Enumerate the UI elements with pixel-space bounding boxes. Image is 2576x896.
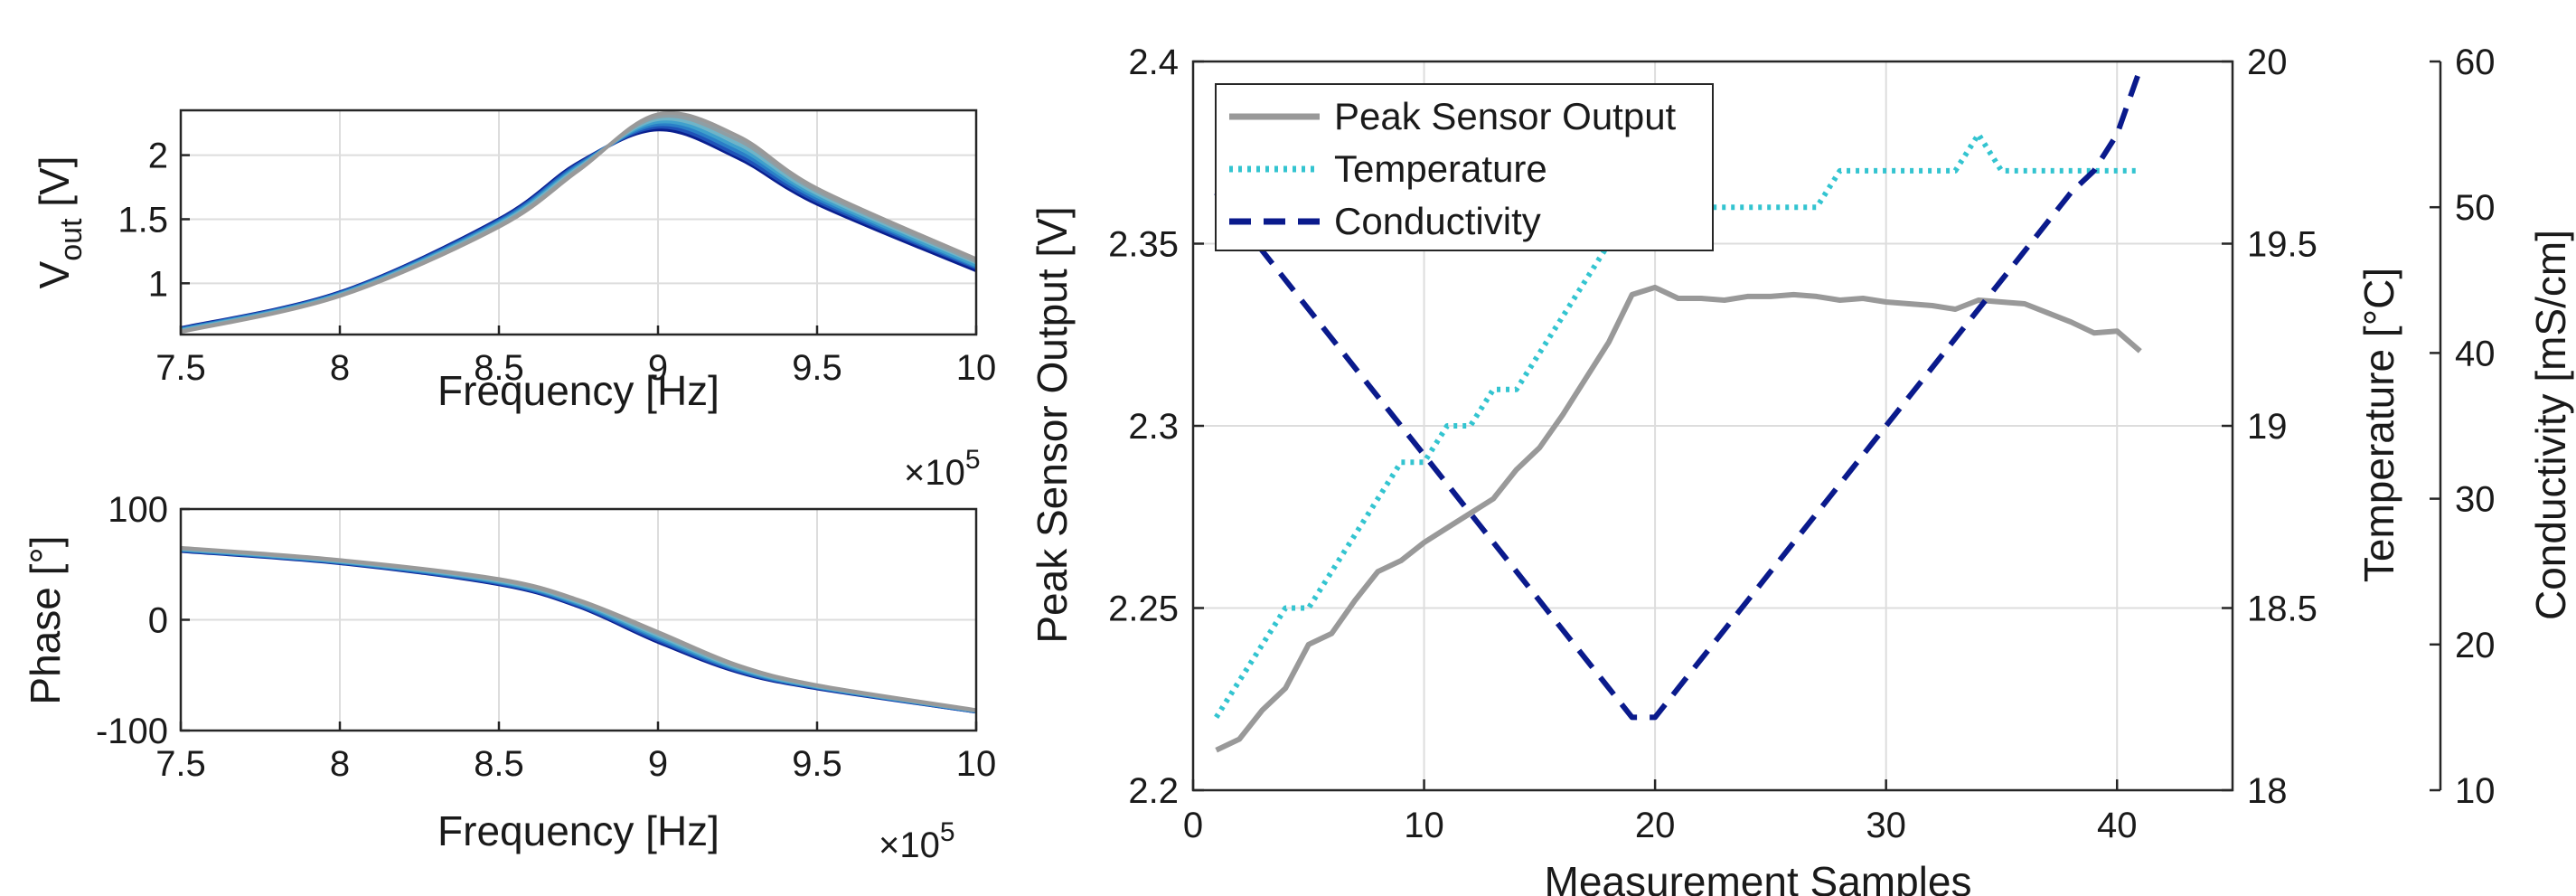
vout-x-tick-label: 10: [956, 348, 997, 388]
vout-x-axis-label: Frequency [Hz]: [437, 367, 719, 414]
legend-label-temperature: Temperature: [1334, 147, 1547, 190]
samples-panel: 0 10 20 30 40 2.2 2.25 2.3 2.35 2.4 18 18.5 19 19.5 20…: [1029, 42, 2574, 896]
phase-grid: [180, 508, 977, 731]
vout-x-tick-label: 7.5: [155, 348, 206, 388]
conductivity-tick-label: 60: [2455, 42, 2496, 82]
conductivity-axis-label: Conductivity [mS/cm]: [2527, 230, 2574, 620]
phase-y-tick-label: -100: [96, 712, 168, 751]
vout-x-exponent: ×105: [904, 445, 981, 493]
phase-series-line-5: [180, 547, 977, 712]
series-line-peak-sensor-output: [1215, 284, 2142, 753]
temperature-tick-label: 19: [2247, 407, 2288, 447]
phase-x-tick-label: 8.5: [474, 744, 524, 784]
phase-x-tick-label: 10: [956, 744, 997, 784]
vout-lines: [180, 111, 977, 335]
phase-lines: [180, 545, 977, 714]
samples-x-tick-label: 30: [1866, 806, 1906, 845]
peak-output-axis-label: Peak Sensor Output [V]: [1029, 206, 1076, 643]
temperature-tick-label: 19.5: [2247, 225, 2317, 265]
vout-series-line-6: [180, 114, 977, 334]
series-line-conductivity: [1214, 68, 2143, 721]
phase-series-line-1: [180, 549, 977, 714]
legend: Peak Sensor Output Temperature Conductiv…: [1215, 83, 1714, 251]
phase-series-line-6: [180, 546, 977, 712]
phase-ticks: 7.5 8 8.5 9 9.5 10 -100 0 100: [96, 490, 996, 784]
vout-series-line-2: [180, 125, 977, 331]
phase-series-line-3: [180, 548, 977, 713]
temperature-tick-label: 20: [2247, 42, 2288, 82]
phase-y-tick-label: 0: [148, 601, 168, 641]
phase-x-axis-label: Frequency [Hz]: [437, 807, 719, 854]
phase-y-axis-label: Phase [°]: [22, 535, 69, 704]
conductivity-tick-label: 50: [2455, 188, 2496, 228]
conductivity-tick-label: 40: [2455, 334, 2496, 373]
samples-x-tick-label: 40: [2097, 806, 2138, 845]
conductivity-tick-label: 30: [2455, 480, 2496, 520]
peak-output-tick-label: 2.4: [1128, 42, 1179, 82]
phase-x-tick-label: 9.5: [792, 744, 842, 784]
conductivity-tick-label: 20: [2455, 626, 2496, 665]
temperature-tick-label: 18: [2247, 771, 2288, 811]
phase-y-tick-label: 100: [108, 490, 168, 530]
vout-ticks: 7.5 8 8.5 9 9.5 10 1 1.5 2: [118, 137, 996, 388]
vout-x-tick-label: 8: [330, 348, 350, 388]
phase-x-tick-label: 8: [330, 744, 350, 784]
vout-x-tick-label: 9: [648, 348, 668, 388]
samples-x-tick-label: 20: [1635, 806, 1676, 845]
vout-y-tick-label: 1.5: [118, 200, 168, 240]
samples-ticks: 0 10 20 30 40 2.2 2.25 2.3 2.35 2.4 18 18.5 19 19.5 20…: [1108, 42, 2495, 845]
phase-x-exponent: ×105: [879, 817, 955, 865]
phase-x-tick-label: 7.5: [155, 744, 206, 784]
temperature-axis-label: Temperature [°C]: [2355, 268, 2402, 582]
peak-output-tick-label: 2.3: [1128, 407, 1179, 447]
peak-output-tick-label: 2.2: [1128, 771, 1179, 811]
vout-y-tick-label: 2: [148, 137, 168, 176]
samples-x-tick-label: 0: [1183, 806, 1203, 845]
phase-x-tick-label: 9: [648, 744, 668, 784]
vout-x-tick-label: 9.5: [792, 348, 842, 388]
vout-y-axis-label: Vout [V]: [31, 156, 89, 289]
vout-series-line-7: [180, 111, 977, 335]
vout-y-tick-label: 1: [148, 264, 168, 304]
vout-axes-frame: [179, 108, 978, 336]
phase-series-line-2: [180, 548, 977, 714]
legend-label-conductivity: Conductivity: [1334, 200, 1541, 242]
vout-x-tick-label: 8.5: [474, 348, 524, 388]
phase-series-line-4: [180, 547, 977, 713]
legend-label-peak-output: Peak Sensor Output: [1334, 95, 1677, 137]
phase-series-line-7: [180, 545, 977, 712]
vout-panel: 7.5 8 8.5 9 9.5 10 1 1.5 2 Frequency [Hz] ×105 V…: [31, 108, 996, 493]
peak-output-tick-label: 2.25: [1108, 589, 1179, 629]
vout-series-line-5: [180, 117, 977, 333]
vout-series-line-4: [180, 119, 977, 332]
phase-panel: 7.5 8 8.5 9 9.5 10 -100 0 100 Frequency [Hz] ×10…: [22, 490, 996, 865]
peak-output-tick-label: 2.35: [1108, 225, 1179, 265]
temperature-tick-label: 18.5: [2247, 589, 2317, 629]
vout-series-line-1: [180, 127, 977, 330]
conductivity-tick-label: 10: [2455, 771, 2496, 811]
samples-x-axis-label: Measurement Samples: [1545, 858, 1972, 896]
samples-x-tick-label: 10: [1404, 806, 1444, 845]
